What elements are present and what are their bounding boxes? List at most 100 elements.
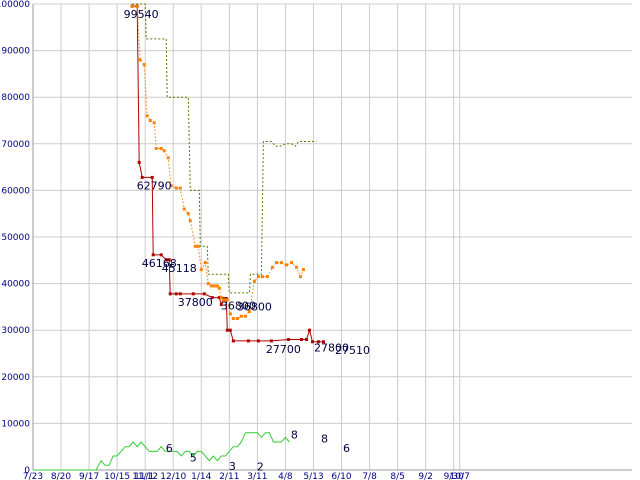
series-1-point <box>301 268 305 272</box>
series-0-point <box>167 258 171 262</box>
series-layer <box>33 3 325 471</box>
series-0-point <box>256 339 260 343</box>
series-0-point <box>316 340 320 344</box>
y-tick-label: 30000 <box>1 326 30 336</box>
series-1-point <box>235 317 239 321</box>
x-tick-label: 10/15 <box>104 472 130 480</box>
y-tick-label: 90000 <box>1 47 30 57</box>
x-tick-label: 4/8 <box>278 472 293 480</box>
series-1-point <box>260 275 264 279</box>
series-1-point <box>148 119 152 122</box>
series-0-point <box>164 258 168 262</box>
series-0-point <box>150 175 154 179</box>
x-tick-label: 2/11 <box>219 472 239 480</box>
y-tick-label: 50000 <box>1 233 30 243</box>
series-1-point <box>215 284 219 288</box>
y-tick-label: 0 <box>24 466 30 476</box>
series-0-point <box>269 339 273 343</box>
y-tick-label: 70000 <box>1 140 30 150</box>
series-1-point <box>206 282 210 286</box>
series-1-point <box>159 146 163 150</box>
series-1-point <box>225 298 229 302</box>
series-1-point <box>166 156 170 160</box>
series-1-point <box>252 279 256 283</box>
value-label: 27510 <box>335 344 370 357</box>
series-1-point <box>270 265 274 269</box>
series-1-point <box>239 314 243 318</box>
series-1-point <box>174 186 178 190</box>
series-1-point <box>247 310 251 314</box>
count-label: 6 <box>343 442 350 455</box>
x-tick-label: 10/7 <box>450 472 470 480</box>
x-tick-label: 8/5 <box>390 472 404 480</box>
series-1-point <box>178 186 182 190</box>
series-0-point <box>228 328 232 332</box>
series-0-point <box>151 253 155 257</box>
series-1-point <box>138 58 142 62</box>
series-1-point <box>212 284 216 288</box>
series-0-point <box>174 292 178 296</box>
series-1-point <box>145 114 149 118</box>
x-tick-label: 11/1 <box>134 472 154 480</box>
grid <box>32 3 632 471</box>
series-0-point <box>191 292 195 296</box>
x-tick-label: 7/23 <box>23 472 43 480</box>
series-0-point <box>310 340 314 344</box>
count-label: 3 <box>229 460 236 473</box>
series-0-point <box>219 303 223 307</box>
series-0-point <box>140 175 144 179</box>
series-0-point <box>137 160 141 164</box>
series-1-point <box>135 4 139 8</box>
series-1-point <box>298 275 302 279</box>
series-1-point <box>256 275 260 279</box>
value-label: 45118 <box>162 262 197 275</box>
series-1-point <box>243 314 247 318</box>
series-0-point <box>159 253 163 257</box>
series-1-point <box>221 298 225 302</box>
y-tick-label: 100000 <box>0 0 30 10</box>
series-1-point <box>284 263 288 267</box>
x-tick-label: 11/12 <box>132 472 158 480</box>
series-1-point <box>274 261 278 265</box>
series-1-point <box>199 268 203 272</box>
series-0-point <box>286 338 290 342</box>
count-label: 2 <box>257 461 264 474</box>
count-label: 8 <box>291 429 298 442</box>
value-label: 46168 <box>142 257 177 270</box>
series-1-point <box>182 207 186 211</box>
y-tick-label: 20000 <box>1 373 30 383</box>
series-1-point <box>265 275 269 279</box>
series-1-point <box>209 284 213 288</box>
series-0-point <box>202 292 206 296</box>
series-0-point <box>321 340 325 344</box>
x-tick-label: 12/10 <box>160 472 186 480</box>
count-label: 8 <box>321 433 328 446</box>
value-label: 36800 <box>221 300 256 313</box>
series-1-point <box>219 296 223 300</box>
series-1-point <box>130 4 134 8</box>
series-1-point <box>188 219 192 223</box>
series-0-point <box>210 296 214 300</box>
series-1-point <box>169 184 173 188</box>
y-tick-label: 60000 <box>1 186 30 196</box>
series-0-point <box>299 338 303 342</box>
series-1-point <box>217 286 221 290</box>
series-1-point <box>223 298 227 302</box>
series-1-point <box>193 244 197 248</box>
count-label: 6 <box>166 442 173 455</box>
x-tick-label: 9/30 <box>444 472 464 480</box>
series-1-point <box>279 261 283 265</box>
series-1-point <box>196 244 200 248</box>
value-label: 27700 <box>266 343 301 356</box>
y-tick-label: 40000 <box>1 280 30 290</box>
series-1-point <box>154 146 158 150</box>
x-tick-label: 9/17 <box>79 472 99 480</box>
series-1-point <box>228 312 232 316</box>
series-0-point <box>225 328 229 332</box>
series-0-point <box>178 292 182 296</box>
series-1-point <box>294 265 298 269</box>
x-tick-label: 3/11 <box>247 472 267 480</box>
